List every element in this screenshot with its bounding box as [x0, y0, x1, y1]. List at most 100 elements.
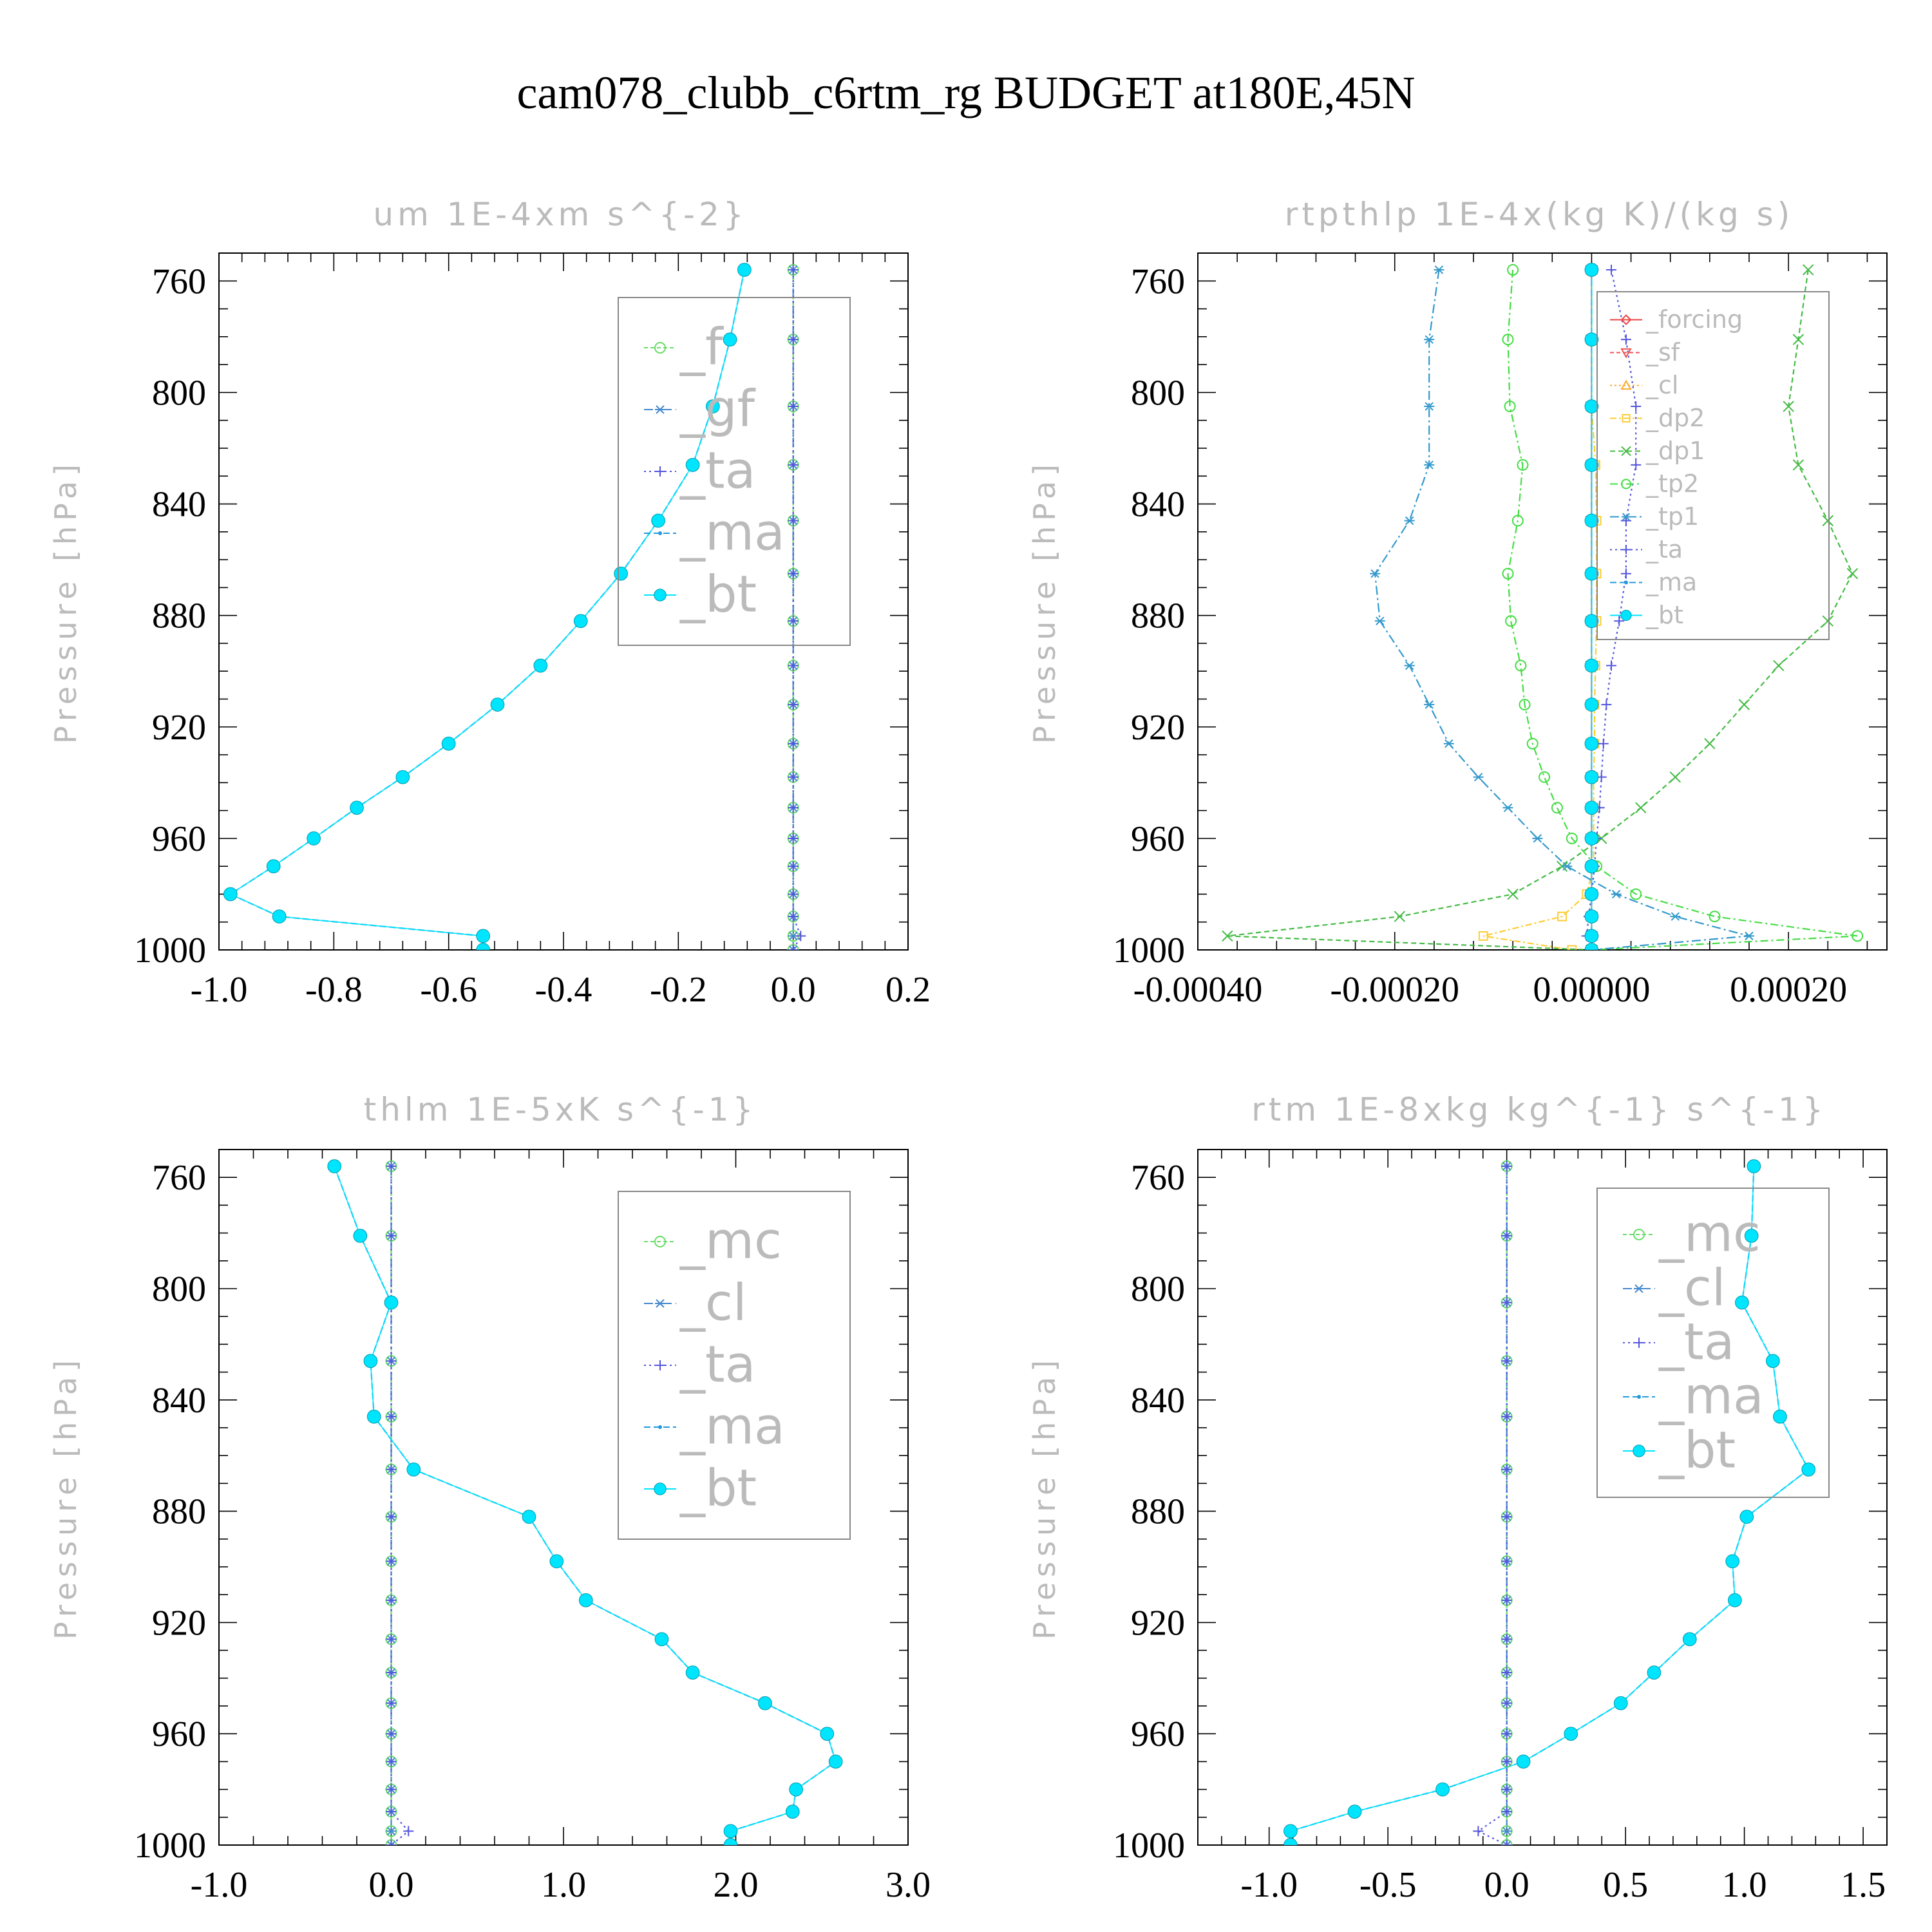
legend-box	[1596, 1188, 1830, 1498]
panel-title: rtm 1E-8xkg kg^{-1} s^{-1}	[1251, 1091, 1827, 1128]
data-point-bt	[1584, 458, 1599, 472]
chart-panel-2: rtpthlp 1E-4x(kg K)/(kg s) Pressure [hPa]…	[1027, 196, 1888, 1010]
y-axis-label: Pressure [hPa]	[1027, 459, 1062, 744]
x-tick-label: 0.00020	[1730, 970, 1847, 1010]
data-point-bt	[1613, 1696, 1628, 1710]
data-point-bt	[1584, 909, 1599, 923]
data-point-ta	[403, 1826, 414, 1837]
axes-frame	[1197, 1149, 1888, 1846]
legend-box	[618, 1191, 851, 1540]
x-tick-label: -0.00040	[1133, 970, 1263, 1010]
y-tick-label: 800	[152, 373, 206, 413]
data-point-cl	[386, 1841, 397, 1845]
y-axis-label: Pressure [hPa]	[48, 1355, 83, 1640]
data-point-tp1	[1473, 772, 1484, 782]
data-point-ta	[1501, 1698, 1512, 1709]
legend-label: _ta	[1658, 1314, 1734, 1372]
data-point-ta	[386, 1230, 397, 1241]
x-tick-label: -0.00020	[1330, 970, 1459, 1010]
data-point-bt	[1584, 800, 1599, 815]
legend-marker	[1620, 314, 1632, 325]
data-point-cl	[1501, 1826, 1512, 1836]
data-point-dp2	[1557, 911, 1567, 922]
y-tick-label: 960	[1131, 1714, 1185, 1754]
data-point-bt	[1773, 1409, 1787, 1424]
data-point-ta	[788, 772, 799, 782]
legend-label: _ma	[1645, 568, 1697, 596]
plot-area	[1222, 263, 1864, 950]
y-tick-label: 880	[152, 596, 206, 636]
legend-marker	[1622, 545, 1631, 554]
data-point-ta	[1501, 1160, 1512, 1171]
data-point-ta	[1598, 738, 1609, 749]
series-line-ta	[792, 270, 802, 950]
data-point-bt	[723, 1824, 738, 1839]
legend-label: _ma	[1658, 1368, 1764, 1426]
y-tick-label: 880	[152, 1492, 206, 1532]
data-point-bt	[223, 887, 238, 902]
legend-marker	[654, 589, 667, 601]
legend-label: _ma	[679, 504, 785, 562]
series-line-tp1	[1374, 269, 1750, 950]
data-point-ta	[1501, 1840, 1512, 1845]
data-point-ta	[1601, 699, 1612, 710]
data-point-dp1	[1669, 771, 1681, 783]
data-point-bt	[1584, 332, 1599, 347]
y-tick-label: 1000	[1113, 1826, 1185, 1866]
data-point-ta	[386, 1356, 397, 1367]
legend-label: _ma	[679, 1398, 785, 1456]
x-tick-label: 0.0	[1484, 1865, 1530, 1905]
data-point-tp2	[1517, 459, 1529, 471]
x-tick-label: -1.0	[1240, 1865, 1298, 1905]
data-point-ta	[1501, 1595, 1512, 1605]
data-point-tp2	[1551, 802, 1563, 814]
data-point-bt	[1739, 1510, 1754, 1524]
data-point-ta	[386, 1784, 397, 1795]
legend-marker	[1633, 1444, 1645, 1457]
data-point-ta	[1501, 1667, 1512, 1678]
data-point-ta	[1501, 1411, 1512, 1422]
data-point-bt	[578, 1593, 593, 1607]
legend-label: _forcing	[1645, 305, 1743, 334]
data-point-dp1	[1738, 699, 1750, 710]
legend-label: _dp1	[1645, 437, 1705, 465]
y-tick-label: 800	[152, 1269, 206, 1309]
y-tick-label: 1000	[134, 931, 206, 971]
panel-title: rtpthlp 1E-4x(kg K)/(kg s)	[1285, 196, 1794, 233]
data-point-bt	[1584, 513, 1599, 528]
x-tick-label: -0.5	[1359, 1865, 1417, 1905]
data-point-ta	[386, 1728, 397, 1739]
x-tick-label: 0.0	[771, 970, 816, 1010]
data-point-bt	[1283, 1838, 1298, 1845]
legend-label: _cl	[1645, 371, 1678, 399]
data-point-bt	[573, 614, 588, 629]
x-tick-label: -0.4	[535, 970, 592, 1010]
y-tick-label: 960	[1131, 819, 1185, 859]
data-point-bt	[723, 1838, 738, 1845]
y-tick-label: 920	[1131, 708, 1185, 748]
data-point-bt	[1647, 1665, 1662, 1680]
data-point-bt	[737, 263, 752, 277]
data-point-ta	[788, 802, 799, 813]
data-point-bt	[1584, 859, 1599, 874]
data-point-tp1	[1404, 516, 1415, 526]
data-point-dp2	[1567, 945, 1577, 950]
x-tick-label: 1.0	[1722, 1865, 1767, 1905]
data-point-bt	[1584, 566, 1599, 581]
legend-marker	[1621, 478, 1631, 489]
data-point-cl	[1501, 1841, 1512, 1845]
data-point-bt	[533, 658, 548, 673]
chart-panel-1: um 1E-4xm s^{-2} Pressure [hPa] 760 800 840 8…	[48, 196, 931, 1010]
data-point-bt	[651, 513, 665, 528]
x-tick-label: 0.2	[886, 970, 931, 1010]
data-point-tp2	[1507, 263, 1519, 276]
legend-label: _tp1	[1645, 502, 1699, 531]
data-point-bt	[614, 566, 629, 581]
y-tick-label: 760	[152, 261, 206, 301]
data-point-bt	[1801, 1462, 1816, 1477]
series-line-ta	[1586, 269, 1637, 950]
legend-label: _tp2	[1645, 469, 1699, 498]
data-point-dp1	[1846, 568, 1859, 580]
legend-marker	[1622, 513, 1631, 521]
